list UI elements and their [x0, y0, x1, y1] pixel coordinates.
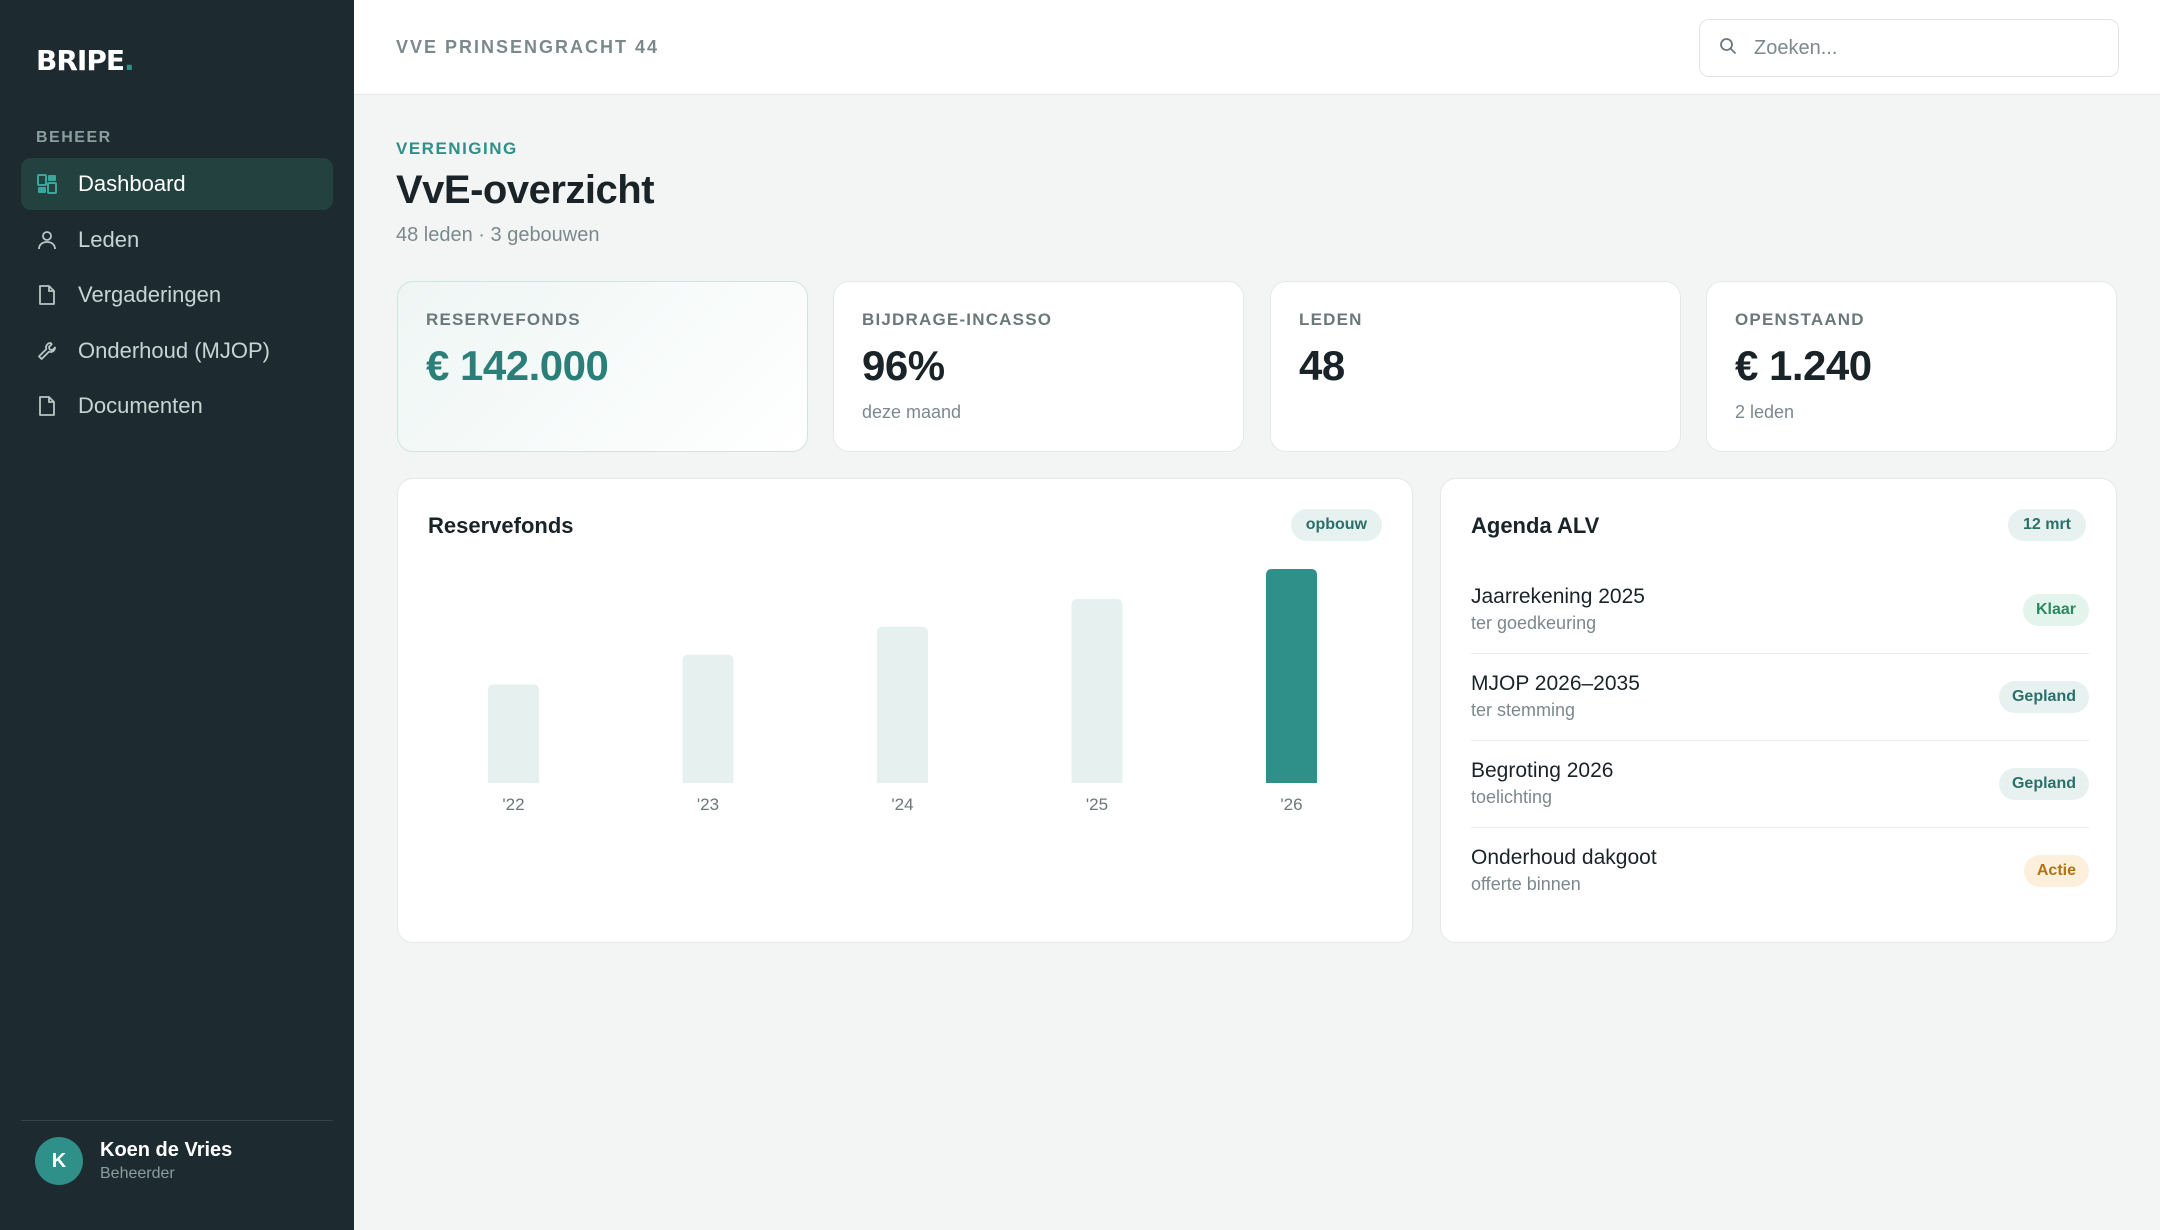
agenda-item-title: Onderhoud dakgoot [1471, 846, 1657, 869]
page-eyebrow: VERENIGING [396, 139, 518, 158]
chart-bar [488, 684, 539, 783]
status-badge: Gepland [1998, 768, 2089, 800]
stat-label: OPENSTAAND [1735, 310, 1865, 329]
agenda-item-subtitle: ter stemming [1471, 700, 1576, 720]
chart-bar [682, 654, 734, 783]
agenda-date-badge: 12 mrt [2007, 509, 2086, 541]
status-badge: Actie [2023, 855, 2089, 887]
document-icon [36, 395, 58, 417]
stat-card-openstaand[interactable]: OPENSTAAND € 1.240 2 leden [1706, 281, 2117, 452]
stat-value: € 1.240 [1735, 342, 1872, 389]
card-badge: opbouw [1290, 509, 1382, 541]
sidebar-item-documenten[interactable]: Documenten [21, 380, 333, 432]
brand-logo[interactable]: BRIPE. [36, 44, 135, 77]
agenda-list: Jaarrekening 2025 ter goedkeuring Klaar … [1471, 567, 2089, 915]
nav-section-label: BEHEER [36, 129, 112, 146]
agenda-item-title: Begroting 2026 [1471, 759, 1614, 782]
page-subtitle: 48 leden · 3 gebouwen [396, 224, 600, 246]
sidebar-item-label: Onderhoud (MJOP) [78, 337, 270, 363]
agenda-item-subtitle: toelichting [1471, 787, 1553, 807]
user-icon [36, 229, 58, 251]
page-title: VvE-overzicht [396, 168, 655, 212]
sidebar-item-dashboard[interactable]: Dashboard [21, 158, 333, 210]
stat-card-leden[interactable]: LEDEN 48 [1270, 281, 1681, 452]
stat-label: RESERVEFONDS [426, 310, 581, 329]
stat-label: BIJDRAGE-INCASSO [862, 310, 1053, 329]
agenda-item[interactable]: MJOP 2026–2035 ter stemming Gepland [1471, 654, 2089, 741]
bar-chart: '22 '23 '24 '25 '26 [488, 569, 1317, 814]
chart-tick-label: '24 [891, 795, 913, 814]
sidebar-item-vergaderingen[interactable]: Vergaderingen [21, 269, 333, 321]
stat-note: deze maand [862, 402, 962, 422]
chart-tick-label: '22 [502, 795, 524, 814]
user-role: Beheerder [100, 1165, 175, 1182]
sidebar: BRIPE. BEHEER Dashboard Leden Vergaderin… [0, 0, 354, 1230]
chart-tick-label: '25 [1086, 795, 1108, 814]
chart-bar [1071, 598, 1123, 783]
agenda-item-subtitle: ter goedkeuring [1471, 613, 1597, 633]
sidebar-item-leden[interactable]: Leden [21, 214, 333, 266]
sidebar-item-label: Documenten [78, 393, 203, 418]
stat-card-incasso[interactable]: BIJDRAGE-INCASSO 96% deze maand [833, 281, 1244, 452]
user-name: Koen de Vries [100, 1139, 233, 1161]
sidebar-item-onderhoud[interactable]: Onderhoud (MJOP) [21, 325, 333, 377]
agenda-item[interactable]: Jaarrekening 2025 ter goedkeuring Klaar [1471, 567, 2089, 654]
chart-tick-label: '23 [697, 795, 719, 814]
agenda-item-subtitle: offerte binnen [1471, 874, 1581, 894]
status-badge: Gepland [1998, 681, 2089, 713]
sidebar-item-label: Dashboard [78, 171, 186, 196]
status-badge: Klaar [2022, 594, 2089, 626]
sidebar-item-label: Leden [78, 226, 140, 252]
stat-value: 96% [862, 342, 945, 389]
sidebar-divider [21, 1120, 333, 1121]
search-box[interactable] [1699, 19, 2119, 77]
agenda-item-title: Jaarrekening 2025 [1471, 585, 1645, 608]
chart-bar [1266, 569, 1317, 783]
wrench-icon [36, 340, 58, 362]
stat-card-reservefonds[interactable]: RESERVEFONDS € 142.000 [397, 281, 808, 452]
topbar: VVE PRINSENGRACHT 44 [354, 0, 2160, 95]
document-icon [36, 284, 58, 306]
card-title: Agenda ALV [1471, 513, 1600, 538]
breadcrumb: VVE PRINSENGRACHT 44 [396, 37, 660, 57]
user-profile[interactable]: K Koen de Vries Beheerder [35, 1137, 232, 1185]
chart-bar [877, 626, 928, 783]
stat-note: 2 leden [1735, 402, 1795, 422]
stat-value: € 142.000 [426, 342, 609, 389]
reservefonds-chart: '22 '23 '24 '25 '26 [428, 569, 1382, 849]
chart-tick-label: '26 [1280, 795, 1302, 814]
card-title: Reservefonds [428, 513, 574, 538]
agenda-item-title: MJOP 2026–2035 [1471, 672, 1640, 695]
search-input[interactable] [1754, 36, 2094, 60]
agenda-item[interactable]: Begroting 2026 toelichting Gepland [1471, 741, 2089, 828]
search-icon [1718, 36, 1754, 61]
avatar: K [35, 1137, 83, 1185]
dashboard-icon [36, 173, 58, 195]
sidebar-item-label: Vergaderingen [78, 282, 222, 307]
reservefonds-card: Reservefonds opbouw '22 '23 '24 '25 '26 [397, 478, 1413, 943]
stat-label: LEDEN [1299, 310, 1363, 329]
stat-value: 48 [1299, 342, 1345, 389]
agenda-item[interactable]: Onderhoud dakgoot offerte binnen Actie [1471, 828, 2089, 915]
agenda-card: Agenda ALV 12 mrt Jaarrekening 2025 ter … [1440, 478, 2117, 943]
sidebar-nav: Dashboard Leden Vergaderingen Onderhoud … [21, 158, 333, 436]
